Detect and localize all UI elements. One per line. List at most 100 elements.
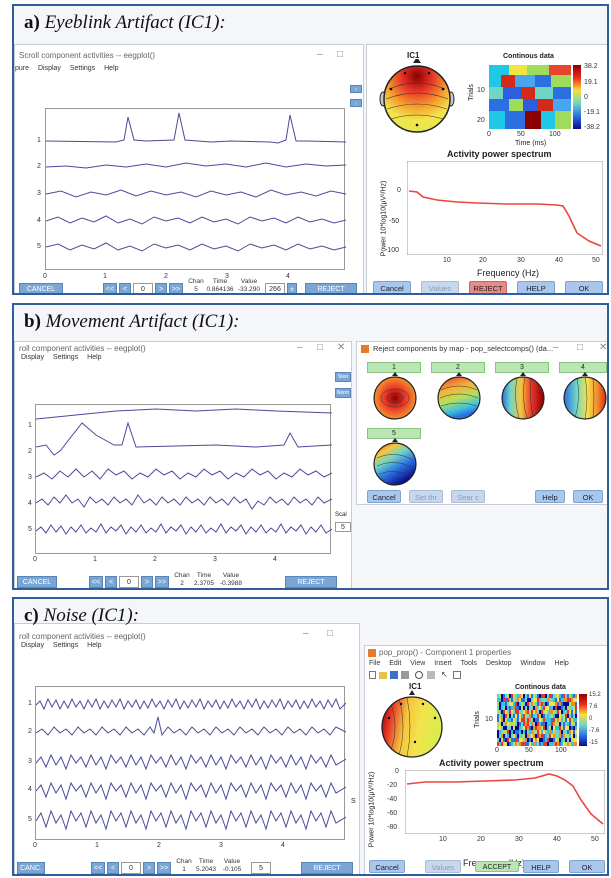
scale-side-input[interactable]: 5 bbox=[335, 522, 351, 532]
side-button[interactable]: › bbox=[350, 85, 362, 93]
zoom-icon[interactable] bbox=[415, 671, 423, 679]
menu-item[interactable]: Display bbox=[21, 642, 44, 649]
nav-last-button[interactable]: >> bbox=[155, 576, 169, 588]
window-close[interactable]: ✕ bbox=[337, 342, 346, 353]
layout-icon[interactable] bbox=[453, 671, 461, 679]
menu-item[interactable]: Insert bbox=[434, 660, 452, 667]
help-button[interactable]: HELP bbox=[517, 281, 555, 293]
nav-prev-button[interactable]: < bbox=[105, 576, 117, 588]
nav-prev-button[interactable]: < bbox=[107, 862, 119, 874]
component-4-button[interactable]: 4 bbox=[559, 362, 607, 373]
menu-item[interactable]: Help bbox=[87, 354, 102, 361]
menu-item[interactable]: Desktop bbox=[485, 660, 512, 667]
cancel-button[interactable]: CANCEL bbox=[17, 576, 57, 588]
window-close[interactable]: ✕ bbox=[599, 342, 608, 353]
values-button[interactable]: Values bbox=[421, 281, 459, 293]
nav-next-button[interactable]: > bbox=[155, 283, 167, 293]
time-tick: 0 bbox=[487, 131, 491, 138]
window-maximize[interactable]: □ bbox=[577, 342, 584, 353]
menu-item[interactable]: Display bbox=[37, 65, 61, 72]
values-button[interactable]: Values bbox=[425, 860, 461, 873]
component-5-button[interactable]: 5 bbox=[367, 428, 421, 439]
menu-item[interactable]: Settings bbox=[52, 354, 79, 361]
spectrum-title: Activity power spectrum bbox=[439, 758, 544, 768]
menu-item[interactable]: File bbox=[369, 660, 381, 667]
trace-3 bbox=[36, 468, 332, 480]
menu-item[interactable]: Help bbox=[87, 642, 102, 649]
pan-icon[interactable] bbox=[427, 671, 435, 679]
cancel-button[interactable]: CANCEL bbox=[19, 283, 63, 293]
accept-button[interactable]: ACCEPT bbox=[475, 861, 519, 872]
position-input[interactable]: 0 bbox=[119, 576, 139, 588]
cancel-button[interactable]: Cancel bbox=[373, 281, 411, 293]
cancel-button[interactable]: Cancel bbox=[369, 860, 405, 873]
menu-item[interactable]: pure bbox=[15, 65, 30, 72]
component-2-button[interactable]: 2 bbox=[431, 362, 485, 373]
cursor-icon[interactable]: ↖ bbox=[441, 670, 448, 679]
spectrum-y-tick: 0 bbox=[395, 768, 399, 775]
component-1-button[interactable]: 1 bbox=[367, 362, 421, 373]
trace-1 bbox=[46, 112, 346, 144]
component-3-button[interactable]: 3 bbox=[495, 362, 549, 373]
nav-prev-button[interactable]: < bbox=[119, 283, 131, 293]
window-maximize[interactable]: □ bbox=[337, 49, 344, 60]
reject-button[interactable]: REJECT bbox=[285, 576, 337, 588]
set-threshold-button[interactable]: Set thr bbox=[409, 490, 443, 503]
reject-button[interactable]: REJECT bbox=[469, 281, 507, 293]
menu-item[interactable]: Tools bbox=[460, 660, 477, 667]
ok-button[interactable]: OK bbox=[573, 490, 603, 503]
spectrum-x-tick: 50 bbox=[592, 257, 600, 264]
save-icon[interactable] bbox=[390, 671, 398, 679]
window-minimize[interactable]: – bbox=[317, 49, 323, 60]
position-input[interactable]: 0 bbox=[133, 283, 153, 293]
nav-next-button[interactable]: > bbox=[141, 576, 153, 588]
menu-item[interactable]: Edit bbox=[389, 660, 402, 667]
x-tick: 0 bbox=[33, 556, 37, 563]
stat-value: Value -0.105 bbox=[222, 858, 242, 873]
side-button[interactable]: › bbox=[350, 99, 362, 107]
menu-item[interactable]: Window bbox=[520, 660, 546, 667]
search-button[interactable]: Sear c bbox=[451, 490, 485, 503]
side-button[interactable]: Sten bbox=[335, 372, 351, 382]
window-minimize[interactable]: – bbox=[303, 628, 309, 639]
window-minimize[interactable]: – bbox=[553, 342, 559, 353]
menu-item[interactable]: Settings bbox=[69, 65, 96, 72]
cancel-button[interactable]: Cancel bbox=[367, 490, 401, 503]
help-button[interactable]: HELP bbox=[523, 860, 559, 873]
stat-time: Time 2.3705 bbox=[194, 572, 214, 587]
new-file-icon[interactable] bbox=[369, 671, 376, 679]
nav-last-button[interactable]: >> bbox=[157, 862, 171, 874]
position-input[interactable]: 0 bbox=[121, 862, 141, 874]
window-maximize[interactable]: □ bbox=[317, 342, 324, 353]
spectrum-y-tick: -40 bbox=[387, 796, 398, 803]
scale-button[interactable]: ± bbox=[287, 283, 297, 293]
scale-input[interactable]: 266 bbox=[265, 283, 285, 293]
scale-input[interactable]: 5 bbox=[251, 862, 271, 874]
reject-button[interactable]: REJECT bbox=[305, 283, 357, 293]
nav-first-button[interactable]: << bbox=[89, 576, 103, 588]
nav-last-button[interactable]: >> bbox=[169, 283, 183, 293]
ok-button[interactable]: OK bbox=[569, 860, 605, 873]
trace-2 bbox=[36, 716, 346, 737]
side-button[interactable]: Norm bbox=[335, 388, 351, 398]
cancel-button[interactable]: CANC. bbox=[17, 862, 45, 874]
window-minimize[interactable]: – bbox=[297, 342, 303, 353]
nav-first-button[interactable]: << bbox=[103, 283, 117, 293]
nav-next-button[interactable]: > bbox=[143, 862, 155, 874]
print-icon[interactable] bbox=[401, 671, 409, 679]
nav-first-button[interactable]: << bbox=[91, 862, 105, 874]
menu-item[interactable]: Display bbox=[21, 354, 44, 361]
continuous-data-image bbox=[497, 694, 577, 746]
window-maximize[interactable]: □ bbox=[327, 628, 334, 639]
eeg-traces bbox=[46, 112, 346, 252]
menu-item[interactable]: View bbox=[410, 660, 426, 667]
trace-label: 2 bbox=[28, 728, 32, 735]
help-button[interactable]: Help bbox=[535, 490, 565, 503]
menu-item[interactable]: Help bbox=[554, 660, 569, 667]
menu-item[interactable]: Help bbox=[104, 65, 119, 72]
menu-item[interactable]: Settings bbox=[52, 642, 79, 649]
ok-button[interactable]: OK bbox=[565, 281, 603, 293]
reject-button[interactable]: REJECT bbox=[301, 862, 353, 874]
open-folder-icon[interactable] bbox=[379, 672, 387, 679]
component-4-map bbox=[563, 372, 607, 420]
